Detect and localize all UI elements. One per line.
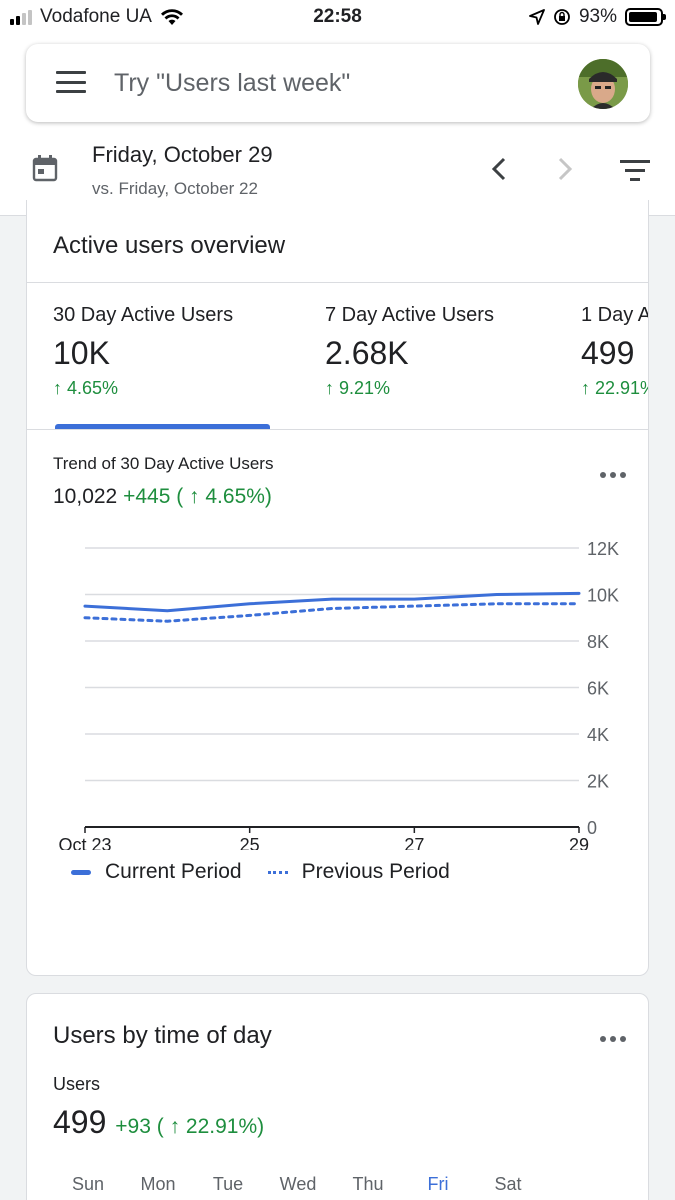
day-tab-mon[interactable]: Mon xyxy=(123,1174,193,1200)
wifi-icon xyxy=(160,9,183,25)
search-input[interactable] xyxy=(114,64,544,102)
legend-label: Previous Period xyxy=(301,860,450,883)
day-tab-fri[interactable]: Fri xyxy=(403,1174,473,1200)
card-title: Users by time of day xyxy=(53,1022,272,1049)
app-header: Friday, October 29 vs. Friday, October 2… xyxy=(0,34,675,216)
search-bar[interactable] xyxy=(26,44,650,122)
filter-icon[interactable] xyxy=(620,160,650,182)
metric-label: 7 Day Active Users xyxy=(325,304,494,326)
x-tick-label: 27 xyxy=(404,835,424,850)
metric-value: 10K xyxy=(53,335,110,371)
y-tick-label: 4K xyxy=(587,725,609,745)
x-tick-label: Oct 23 xyxy=(58,835,111,850)
selected-tab-indicator xyxy=(55,424,270,430)
signal-icon xyxy=(10,9,32,25)
trend-chart: 12K 10K 8K 6K 4K 2K 0 Oct 23 25 27 29 xyxy=(58,539,619,850)
legend-label: Current Period xyxy=(105,860,242,883)
trend-label: Trend of 30 Day Active Users xyxy=(53,454,274,473)
chevron-right-icon[interactable] xyxy=(556,156,574,182)
chart-legend: Current Period Previous Period xyxy=(71,860,476,884)
battery-fill xyxy=(629,12,657,22)
metric-label: Users xyxy=(53,1074,101,1094)
clock: 22:58 xyxy=(313,6,362,27)
date-range-comparison[interactable]: vs. Friday, October 22 xyxy=(92,179,258,198)
day-tab-sun[interactable]: Sun xyxy=(53,1174,123,1200)
y-tick-label: 8K xyxy=(587,632,609,652)
users-value: 499 xyxy=(53,1104,107,1140)
status-bar: Vodafone UA 22:58 93% xyxy=(0,0,675,34)
divider xyxy=(27,429,648,430)
day-tab-sat[interactable]: Sat xyxy=(473,1174,543,1200)
calendar-icon[interactable] xyxy=(32,154,58,182)
day-tab-tue[interactable]: Tue xyxy=(193,1174,263,1200)
trend-value: 10,022 +445 ( ↑ 4.65%) xyxy=(53,485,272,509)
current-period-line xyxy=(83,591,581,613)
metric-value: 499 +93 ( ↑ 22.91%) xyxy=(53,1104,264,1141)
y-tick-label: 2K xyxy=(587,772,609,792)
date-range-bar: Friday, October 29 vs. Friday, October 2… xyxy=(0,134,675,214)
legend-swatch-solid xyxy=(71,869,91,875)
date-range-primary[interactable]: Friday, October 29 xyxy=(92,142,273,167)
x-tick-label: 29 xyxy=(569,835,589,850)
divider xyxy=(27,282,648,283)
more-options-icon[interactable] xyxy=(600,1036,626,1042)
day-tab-wed[interactable]: Wed xyxy=(263,1174,333,1200)
trend-delta: +445 ( ↑ 4.65%) xyxy=(123,485,272,508)
location-arrow-icon xyxy=(529,9,545,25)
metric-change: ↑ 22.91% xyxy=(581,378,649,398)
chevron-left-icon[interactable] xyxy=(490,156,508,182)
y-tick-label: 12K xyxy=(587,539,619,559)
metric-value: 2.68K xyxy=(325,335,409,371)
legend-previous[interactable]: Previous Period xyxy=(267,860,450,884)
trend-total: 10,022 xyxy=(53,485,118,508)
users-by-time-of-day-card: Users by time of day Users 499 +93 ( ↑ 2… xyxy=(26,993,649,1200)
day-tab-thu[interactable]: Thu xyxy=(333,1174,403,1200)
battery-percent: 93% xyxy=(578,6,617,27)
users-delta: +93 ( ↑ 22.91%) xyxy=(115,1115,265,1138)
day-tabs: Sun Mon Tue Wed Thu Fri Sat xyxy=(53,1174,543,1200)
orientation-lock-icon xyxy=(554,9,570,25)
previous-period-line xyxy=(83,602,581,623)
metric-tab-1-day[interactable]: 1 Day Active Users 499 ↑ 22.91% xyxy=(581,304,649,399)
battery-icon xyxy=(625,8,666,26)
metric-tab-30-day[interactable]: 30 Day Active Users 10K ↑ 4.65% xyxy=(53,304,233,399)
card-title: Active users overview xyxy=(53,232,286,259)
more-options-icon[interactable] xyxy=(600,472,626,478)
metric-change: ↑ 4.65% xyxy=(53,378,119,398)
y-tick-label: 0 xyxy=(587,818,597,838)
metric-value: 499 xyxy=(581,335,635,371)
metric-label: 30 Day Active Users xyxy=(53,304,234,326)
carrier-name: Vodafone UA xyxy=(40,6,152,27)
metric-label: 1 Day Active Users xyxy=(581,304,648,326)
x-tick-label: 25 xyxy=(240,835,260,850)
metric-change: ↑ 9.21% xyxy=(325,378,391,398)
metric-tab-7-day[interactable]: 7 Day Active Users 2.68K ↑ 9.21% xyxy=(325,304,494,399)
avatar[interactable] xyxy=(578,59,628,109)
legend-swatch-dotted xyxy=(267,870,288,874)
y-tick-label: 6K xyxy=(587,679,609,699)
legend-current[interactable]: Current Period xyxy=(71,860,242,884)
y-tick-label: 10K xyxy=(587,586,619,606)
active-users-overview-card: Active users overview 30 Day Active User… xyxy=(26,200,649,976)
menu-icon[interactable] xyxy=(56,71,86,93)
